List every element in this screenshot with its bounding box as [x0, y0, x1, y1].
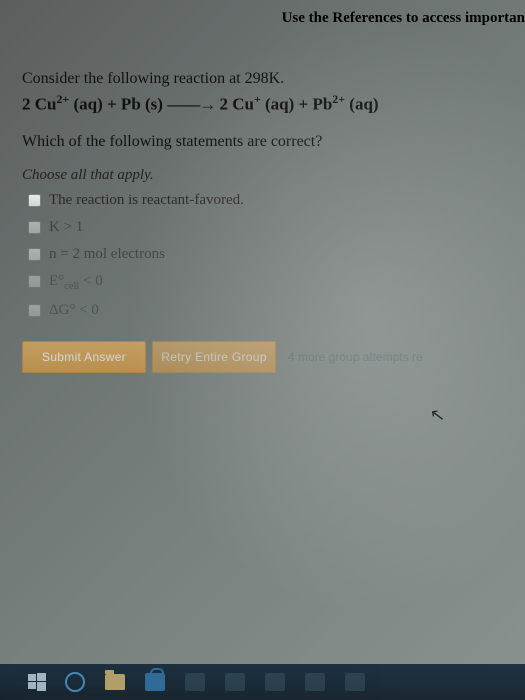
references-text: Use the References to access importan: [282, 10, 525, 26]
mouse-cursor-icon: ↖: [429, 404, 447, 427]
options-list: The reaction is reactant-favored. K > 1 n …: [22, 192, 519, 319]
file-explorer-icon[interactable]: [104, 671, 126, 693]
question-content: Consider the following reaction at 298K.…: [22, 70, 525, 373]
option-label: The reaction is reactant-favored.: [49, 192, 244, 209]
option-label: K > 1: [49, 219, 83, 236]
taskbar-app-icon[interactable]: [224, 671, 246, 693]
submit-answer-button[interactable]: Submit Answer: [22, 341, 146, 373]
submit-label: Submit Answer: [42, 350, 126, 364]
option-label: E°cell < 0: [49, 273, 103, 292]
retry-label: Retry Entire Group: [161, 350, 266, 364]
taskbar-app-icon[interactable]: [264, 671, 286, 693]
option-row[interactable]: K > 1: [28, 219, 519, 236]
references-header: Use the References to access importan: [0, 10, 525, 27]
taskbar-app-icon[interactable]: [184, 671, 206, 693]
checkbox-icon[interactable]: [28, 194, 41, 207]
start-button-icon[interactable]: [28, 673, 46, 691]
reaction-equation: 2 Cu2+ (aq) + Pb (s) ——→ 2 Cu+ (aq) + Pb…: [22, 92, 519, 115]
choose-instruction: Choose all that apply.: [22, 167, 519, 184]
windows-taskbar[interactable]: [0, 664, 525, 700]
edge-browser-icon[interactable]: [64, 671, 86, 693]
option-row[interactable]: ΔG° < 0: [28, 302, 519, 319]
checkbox-icon[interactable]: [28, 248, 41, 261]
taskbar-app-icon[interactable]: [304, 671, 326, 693]
checkbox-icon[interactable]: [28, 304, 41, 317]
checkbox-icon[interactable]: [28, 275, 41, 288]
question-prompt: Consider the following reaction at 298K.: [22, 70, 519, 88]
retry-group-button[interactable]: Retry Entire Group: [152, 341, 276, 373]
option-row[interactable]: The reaction is reactant-favored.: [28, 192, 519, 209]
checkbox-icon[interactable]: [28, 221, 41, 234]
option-row[interactable]: E°cell < 0: [28, 273, 519, 292]
taskbar-app-icon[interactable]: [344, 671, 366, 693]
option-label: n = 2 mol electrons: [49, 246, 165, 263]
attempts-remaining: 4 more group attempts re: [288, 350, 423, 364]
which-statement: Which of the following statements are co…: [22, 133, 519, 151]
option-label: ΔG° < 0: [49, 302, 99, 319]
button-row: Submit Answer Retry Entire Group 4 more …: [22, 341, 519, 373]
option-row[interactable]: n = 2 mol electrons: [28, 246, 519, 263]
store-icon[interactable]: [144, 671, 166, 693]
